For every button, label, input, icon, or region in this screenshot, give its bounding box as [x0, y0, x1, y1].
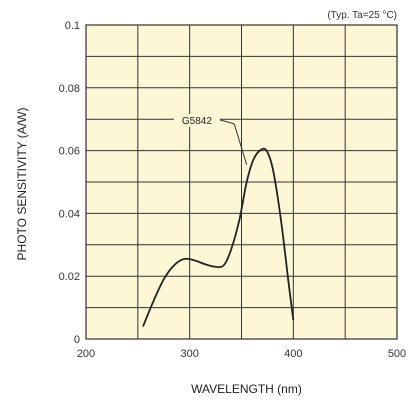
y-tick-label: 0.08 [59, 83, 80, 95]
series-line [142, 147, 295, 327]
y-tick-label: 0.04 [59, 208, 80, 220]
x-axis-label: WAVELENGTH (nm) [191, 382, 302, 396]
y-tick-label: 0.02 [59, 271, 80, 283]
series-label: G5842 [182, 116, 212, 127]
callout-leader [219, 119, 235, 125]
series-label-background [173, 113, 220, 127]
x-tick-label: 200 [77, 348, 95, 360]
series-layer: G5842 [142, 113, 295, 327]
callout-leader [233, 123, 248, 165]
y-tick-label: 0.06 [59, 146, 80, 158]
y-axis-label: PHOTO SENSITIVITY (A/W) [15, 108, 29, 261]
grid [85, 24, 398, 340]
axis-ticks: 200 300 400 500 0 0.02 0.04 0.06 0.08 0.1 [59, 20, 407, 360]
y-tick-label: 0 [74, 334, 80, 346]
x-tick-label: 500 [388, 348, 406, 360]
y-tick-label: 0.1 [65, 20, 80, 32]
x-tick-label: 300 [180, 348, 198, 360]
condition-note: (Typ. Ta=25 °C) [327, 10, 397, 21]
x-tick-label: 400 [284, 348, 302, 360]
